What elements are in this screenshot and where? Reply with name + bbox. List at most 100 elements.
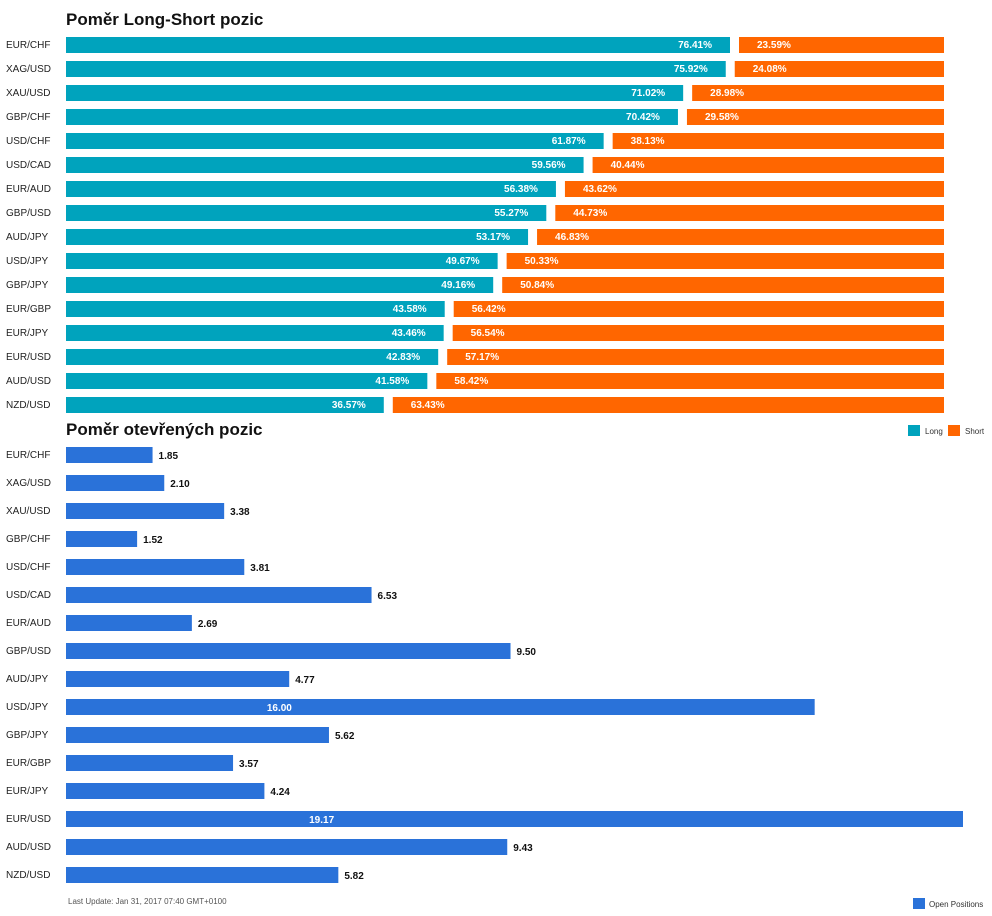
ls-long-bar-eur-aud bbox=[66, 181, 556, 197]
op-category-label-gbp-chf: GBP/CHF bbox=[6, 534, 50, 545]
ls-short-bar-eur-gbp bbox=[453, 301, 944, 317]
op-value-nzd-usd: 5.82 bbox=[344, 871, 364, 882]
ls-category-label-xau-usd: XAU/USD bbox=[6, 88, 50, 99]
ls-short-bar-usd-cad bbox=[592, 157, 944, 173]
op-value-eur-aud: 2.69 bbox=[198, 619, 218, 630]
ls-short-value-eur-chf: 23.59% bbox=[757, 40, 791, 51]
ls-short-bar-eur-chf bbox=[739, 37, 944, 53]
ls-short-bar-eur-usd bbox=[447, 349, 944, 365]
ls-long-value-eur-jpy: 43.46% bbox=[392, 328, 426, 339]
op-value-gbp-usd: 9.50 bbox=[517, 647, 537, 658]
op-bar-xau-usd bbox=[66, 503, 225, 519]
ls-category-label-xag-usd: XAG/USD bbox=[6, 64, 51, 75]
legend-long-label: Long bbox=[925, 427, 943, 436]
op-bar-usd-jpy bbox=[66, 699, 815, 715]
ls-short-bar-gbp-chf bbox=[686, 109, 944, 125]
op-category-label-xau-usd: XAU/USD bbox=[6, 506, 50, 517]
legend-short-label: Short bbox=[965, 427, 985, 436]
ls-long-value-gbp-chf: 70.42% bbox=[626, 112, 660, 123]
op-bar-nzd-usd bbox=[66, 867, 339, 883]
legend-short-swatch bbox=[948, 425, 960, 436]
legend-open-positions-label: Open Positions bbox=[929, 900, 983, 909]
ls-short-value-nzd-usd: 63.43% bbox=[411, 400, 445, 411]
ls-short-bar-eur-aud bbox=[564, 181, 944, 197]
op-bar-gbp-jpy bbox=[66, 727, 329, 743]
op-value-eur-usd: 19.17 bbox=[309, 815, 334, 826]
ls-category-label-eur-usd: EUR/USD bbox=[6, 352, 51, 363]
op-bar-eur-jpy bbox=[66, 783, 265, 799]
legend-open-positions-swatch bbox=[913, 898, 925, 909]
op-category-label-eur-jpy: EUR/JPY bbox=[6, 786, 49, 797]
ls-long-bar-eur-gbp bbox=[66, 301, 445, 317]
ls-long-bar-gbp-jpy bbox=[66, 277, 494, 293]
ls-short-bar-gbp-usd bbox=[555, 205, 944, 221]
op-value-eur-jpy: 4.24 bbox=[270, 787, 290, 798]
ls-short-value-aud-jpy: 46.83% bbox=[555, 232, 589, 243]
op-bar-gbp-chf bbox=[66, 531, 138, 547]
ls-short-bar-nzd-usd bbox=[392, 397, 944, 413]
ls-category-label-aud-jpy: AUD/JPY bbox=[6, 232, 49, 243]
ls-short-bar-gbp-jpy bbox=[502, 277, 944, 293]
op-category-label-aud-usd: AUD/USD bbox=[6, 842, 51, 853]
ls-short-value-gbp-jpy: 50.84% bbox=[520, 280, 554, 291]
long-short-title: Poměr Long-Short pozic bbox=[66, 10, 263, 29]
ls-long-value-gbp-jpy: 49.16% bbox=[441, 280, 475, 291]
ls-long-value-usd-jpy: 49.67% bbox=[446, 256, 480, 267]
ls-long-bar-gbp-chf bbox=[66, 109, 678, 125]
ls-long-value-aud-usd: 41.58% bbox=[375, 376, 409, 387]
ls-long-bar-nzd-usd bbox=[66, 397, 384, 413]
op-bar-eur-chf bbox=[66, 447, 153, 463]
op-bar-aud-usd bbox=[66, 839, 508, 855]
op-value-usd-cad: 6.53 bbox=[378, 591, 398, 602]
ls-category-label-usd-cad: USD/CAD bbox=[6, 160, 51, 171]
last-update-text: Last Update: Jan 31, 2017 07:40 GMT+0100 bbox=[68, 897, 227, 906]
op-category-label-usd-jpy: USD/JPY bbox=[6, 702, 49, 713]
ls-short-value-usd-chf: 38.13% bbox=[631, 136, 665, 147]
op-bar-eur-aud bbox=[66, 615, 192, 631]
ls-category-label-eur-chf: EUR/CHF bbox=[6, 40, 50, 51]
ls-long-bar-usd-chf bbox=[66, 133, 604, 149]
ls-category-label-eur-jpy: EUR/JPY bbox=[6, 328, 49, 339]
ls-short-bar-eur-jpy bbox=[452, 325, 944, 341]
open-positions-chart: EUR/CHF 1.85 XAG/USD 2.10 XAU/USD 3.38 GBP/CHF… bbox=[6, 447, 963, 883]
long-short-chart: EUR/CHF 76.41% 23.59% XAG/USD 75.92% 24.08% XA… bbox=[6, 37, 944, 413]
ls-category-label-gbp-jpy: GBP/JPY bbox=[6, 280, 49, 291]
ls-long-value-eur-usd: 42.83% bbox=[386, 352, 420, 363]
ls-long-bar-aud-jpy bbox=[66, 229, 529, 245]
ls-category-label-aud-usd: AUD/USD bbox=[6, 376, 51, 387]
op-category-label-usd-cad: USD/CAD bbox=[6, 590, 51, 601]
ls-long-value-usd-cad: 59.56% bbox=[532, 160, 566, 171]
open-positions-legend: Open Positions bbox=[913, 898, 983, 909]
op-category-label-nzd-usd: NZD/USD bbox=[6, 870, 50, 881]
ls-long-bar-usd-jpy bbox=[66, 253, 498, 269]
op-value-gbp-jpy: 5.62 bbox=[335, 731, 355, 742]
ls-long-value-eur-gbp: 43.58% bbox=[393, 304, 427, 315]
ls-category-label-eur-aud: EUR/AUD bbox=[6, 184, 51, 195]
ls-short-value-eur-jpy: 56.54% bbox=[471, 328, 505, 339]
op-value-eur-chf: 1.85 bbox=[159, 451, 179, 462]
op-category-label-gbp-usd: GBP/USD bbox=[6, 646, 51, 657]
ls-long-value-eur-chf: 76.41% bbox=[678, 40, 712, 51]
op-value-aud-jpy: 4.77 bbox=[295, 675, 315, 686]
ls-long-value-nzd-usd: 36.57% bbox=[332, 400, 366, 411]
ls-short-value-usd-cad: 40.44% bbox=[611, 160, 645, 171]
ls-long-value-aud-jpy: 53.17% bbox=[476, 232, 510, 243]
ls-short-value-eur-usd: 57.17% bbox=[465, 352, 499, 363]
ls-long-value-gbp-usd: 55.27% bbox=[494, 208, 528, 219]
ls-long-value-usd-chf: 61.87% bbox=[552, 136, 586, 147]
ls-category-label-gbp-usd: GBP/USD bbox=[6, 208, 51, 219]
ls-category-label-usd-jpy: USD/JPY bbox=[6, 256, 49, 267]
op-category-label-eur-usd: EUR/USD bbox=[6, 814, 51, 825]
ls-category-label-gbp-chf: GBP/CHF bbox=[6, 112, 50, 123]
op-value-usd-chf: 3.81 bbox=[250, 563, 270, 574]
op-bar-gbp-usd bbox=[66, 643, 511, 659]
op-bar-usd-chf bbox=[66, 559, 245, 575]
ls-short-value-aud-usd: 58.42% bbox=[454, 376, 488, 387]
ls-long-bar-eur-chf bbox=[66, 37, 730, 53]
ls-long-value-xau-usd: 71.02% bbox=[631, 88, 665, 99]
op-value-xau-usd: 3.38 bbox=[230, 507, 250, 518]
op-category-label-usd-chf: USD/CHF bbox=[6, 562, 50, 573]
ls-short-value-usd-jpy: 50.33% bbox=[525, 256, 559, 267]
op-category-label-eur-chf: EUR/CHF bbox=[6, 450, 50, 461]
op-bar-xag-usd bbox=[66, 475, 165, 491]
